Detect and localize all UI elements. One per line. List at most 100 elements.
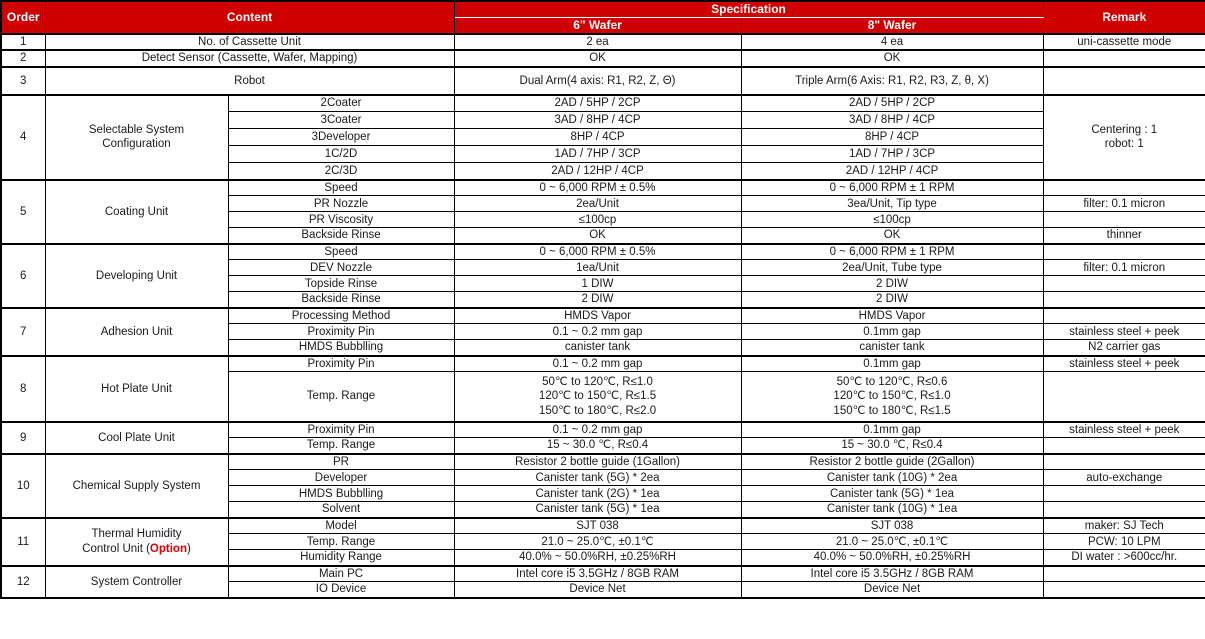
- order-cell: 9: [0, 420, 46, 455]
- spec-6in-cell: Canister tank (2G) * 1ea: [453, 485, 742, 503]
- table-row: 11 Thermal Humidity Control Unit (Option…: [0, 516, 1205, 567]
- remark-cell: filter: 0.1 micron: [1042, 259, 1205, 277]
- spec-8in-cell: 0 ~ 6,000 RPM ± 1 RPM: [740, 242, 1044, 261]
- spec-6in-cell: Intel core i5 3.5GHz / 8GB RAM: [453, 564, 742, 583]
- spec-8in-cell: 2 DIW: [740, 291, 1044, 309]
- remark-cell: maker: SJ Tech: [1042, 516, 1205, 535]
- table-header: Order Content Specification Remark 6" Wa…: [0, 0, 1205, 35]
- unit-name-cell: Hot Plate Unit: [44, 354, 229, 423]
- unit-name-cell: Selectable System Configuration: [44, 93, 229, 181]
- remark-cell: [1042, 564, 1205, 583]
- remark-cell: stainless steel + peek: [1042, 420, 1205, 439]
- sub-item-cell: Temp. Range: [227, 533, 455, 551]
- remark-cell: [1042, 49, 1205, 68]
- unit-name-cell: Thermal Humidity Control Unit (Option): [44, 516, 229, 567]
- table-row: Temp. Range 21.0 ~ 25.0℃, ±0.1℃ 21.0 ~ 2…: [1, 533, 1205, 551]
- order-cell: 6: [0, 242, 46, 309]
- sub-item-cell: 2Coater: [227, 93, 455, 113]
- sub-item-cell: Topside Rinse: [227, 275, 455, 293]
- table-row: 9 Cool Plate Unit Proximity Pin 0.1 ~ 0.…: [0, 420, 1205, 455]
- remark-cell: [1042, 291, 1205, 309]
- sub-item-cell: HMDS Bubblling: [227, 339, 455, 357]
- spec-8in-cell: 40.0% ~ 50.0%RH, ±0.25%RH: [740, 549, 1044, 567]
- spec-8in-cell: canister tank: [740, 339, 1044, 357]
- unit-name-cell: Coating Unit: [44, 178, 229, 245]
- spec-6in-cell: 1ea/Unit: [453, 259, 742, 277]
- remark-cell: [1042, 211, 1205, 229]
- spec-6in-cell: Dual Arm(4 axis: R1, R2, Z, Θ): [453, 65, 742, 96]
- sub-item-cell: Backside Rinse: [227, 291, 455, 309]
- sub-item-cell: HMDS Bubblling: [227, 485, 455, 503]
- spec-6in-cell: 8HP / 4CP: [453, 128, 742, 147]
- spec-6in-cell: 15 ~ 30.0 ℃, R≤0.4: [453, 437, 742, 455]
- table-row: Temp. Range 50℃ to 120℃, R≤1.0 120℃ to 1…: [1, 371, 1205, 423]
- order-cell: 1: [0, 32, 46, 51]
- remark-cell: [1042, 581, 1205, 599]
- spec-8in-cell: OK: [740, 227, 1044, 245]
- spec-6in-cell: 50℃ to 120℃, R≤1.0 120℃ to 150℃, R≤1.5 1…: [453, 371, 742, 423]
- col-header-specification: Specification: [453, 0, 1044, 18]
- sub-item-cell: 2C/3D: [227, 162, 455, 181]
- spec-8in-cell: 2AD / 5HP / 2CP: [740, 93, 1044, 113]
- remark-cell: [1042, 371, 1205, 423]
- option-label: Option: [149, 542, 187, 555]
- order-cell: 4: [0, 93, 46, 181]
- remark-cell: N2 carrier gas: [1042, 339, 1205, 357]
- spec-8in-cell: 50℃ to 120℃, R≤0.6 120℃ to 150℃, R≤1.0 1…: [740, 371, 1044, 423]
- order-cell: 5: [0, 178, 46, 245]
- sub-item-cell: PR Viscosity: [227, 211, 455, 229]
- content-cell: Detect Sensor (Cassette, Wafer, Mapping): [44, 49, 455, 68]
- spec-6in-cell: Resistor 2 bottle guide (1Gallon): [453, 452, 742, 471]
- table-row: 2 Detect Sensor (Cassette, Wafer, Mappin…: [0, 49, 1205, 68]
- table-row: Proximity Pin 0.1 ~ 0.2 mm gap 0.1mm gap…: [1, 323, 1205, 341]
- spec-8in-cell: 2AD / 12HP / 4CP: [740, 162, 1044, 181]
- sub-item-cell: Proximity Pin: [227, 354, 455, 373]
- spec-6in-cell: Device Net: [453, 581, 742, 599]
- spec-8in-cell: 2ea/Unit, Tube type: [740, 259, 1044, 277]
- order-cell: 10: [0, 452, 46, 519]
- remark-cell: [1042, 485, 1205, 503]
- sub-item-cell: 3Developer: [227, 128, 455, 147]
- sub-item-cell: Proximity Pin: [227, 323, 455, 341]
- spec-8in-cell: Canister tank (10G) * 1ea: [740, 501, 1044, 519]
- table-row: Developer Canister tank (5G) * 2ea Canis…: [1, 469, 1205, 487]
- sub-item-cell: Temp. Range: [227, 437, 455, 455]
- spec-6in-cell: OK: [453, 227, 742, 245]
- remark-cell: thinner: [1042, 227, 1205, 245]
- unit-name-cell: Chemical Supply System: [44, 452, 229, 519]
- remark-cell: PCW: 10 LPM: [1042, 533, 1205, 551]
- spec-6in-cell: 0 ~ 6,000 RPM ± 0.5%: [453, 178, 742, 197]
- remark-cell: [1042, 452, 1205, 471]
- table-row: Backside Rinse OK OK thinner: [1, 227, 1205, 245]
- table-row: PR Viscosity ≤100cp ≤100cp: [1, 211, 1205, 229]
- unit-name-cell: Developing Unit: [44, 242, 229, 309]
- unit-name-cell: System Controller: [44, 564, 229, 599]
- col-header-8in-wafer: 8" Wafer: [740, 17, 1044, 35]
- spec-8in-cell: 4 ea: [740, 32, 1044, 51]
- table-row: 1 No. of Cassette Unit 2 ea 4 ea uni-cas…: [0, 32, 1205, 51]
- col-header-content: Content: [44, 0, 455, 35]
- spec-8in-cell: 8HP / 4CP: [740, 128, 1044, 147]
- remark-cell: Centering : 1 robot: 1: [1042, 93, 1205, 181]
- spec-6in-cell: 2 DIW: [453, 291, 742, 309]
- spec-8in-cell: Canister tank (5G) * 1ea: [740, 485, 1044, 503]
- spec-6in-cell: 1 DIW: [453, 275, 742, 293]
- spec-8in-cell: Intel core i5 3.5GHz / 8GB RAM: [740, 564, 1044, 583]
- spec-6in-cell: 1AD / 7HP / 3CP: [453, 145, 742, 164]
- table-row: HMDS Bubblling canister tank canister ta…: [1, 339, 1205, 357]
- spec-6in-cell: 2AD / 5HP / 2CP: [453, 93, 742, 113]
- unit-name-text: Thermal Humidity Control Unit: [82, 528, 182, 555]
- spec-8in-cell: 1AD / 7HP / 3CP: [740, 145, 1044, 164]
- order-cell: 11: [0, 516, 46, 567]
- sub-item-cell: 1C/2D: [227, 145, 455, 164]
- spec-6in-cell: 0 ~ 6,000 RPM ± 0.5%: [453, 242, 742, 261]
- spec-6in-cell: SJT 038: [453, 516, 742, 535]
- spec-6in-cell: 3AD / 8HP / 4CP: [453, 111, 742, 130]
- col-header-6in-wafer: 6" Wafer: [453, 17, 742, 35]
- sub-item-cell: PR Nozzle: [227, 195, 455, 213]
- col-header-order: Order: [0, 0, 46, 35]
- order-cell: 7: [0, 306, 46, 357]
- spec-8in-cell: Device Net: [740, 581, 1044, 599]
- table-row: 10 Chemical Supply System PR Resistor 2 …: [0, 452, 1205, 519]
- sub-item-cell: Processing Method: [227, 306, 455, 325]
